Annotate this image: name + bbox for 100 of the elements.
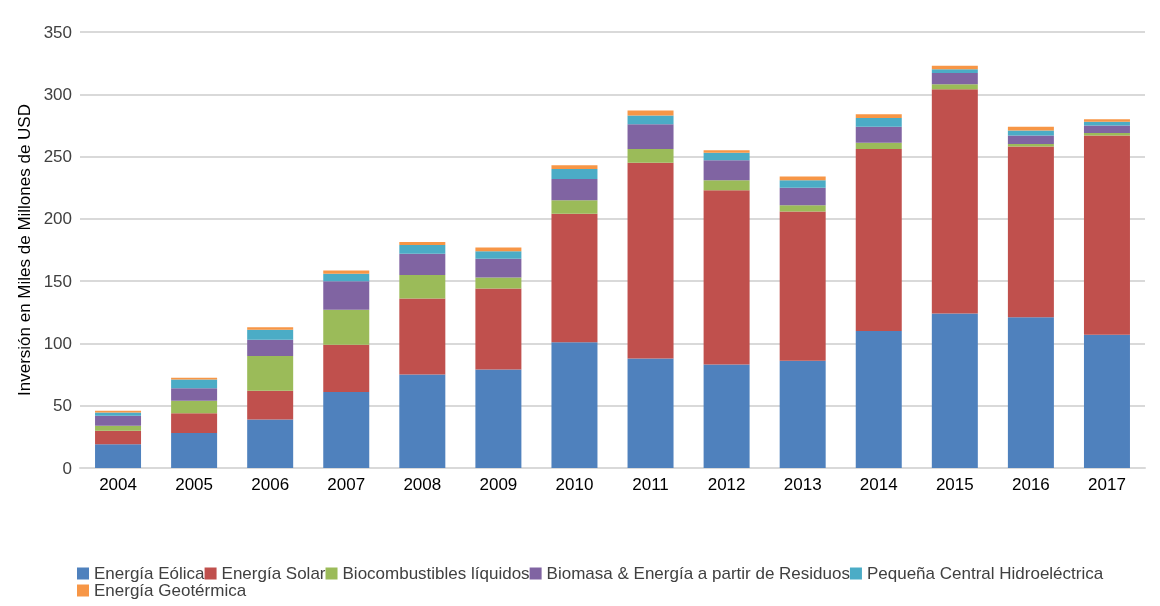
- x-tick-label: 2009: [479, 475, 518, 494]
- y-tick-label: 200: [43, 209, 72, 229]
- bar: [627, 149, 674, 163]
- bar: [1007, 144, 1054, 147]
- bar: [475, 369, 522, 468]
- y-tick-label: 0: [62, 458, 72, 478]
- bar: [703, 190, 750, 365]
- bar: [931, 313, 978, 468]
- bar: [399, 298, 446, 375]
- bar: [323, 281, 370, 310]
- x-tick-label: 2016: [1011, 475, 1050, 494]
- bar: [399, 241, 446, 246]
- bar: [171, 379, 218, 389]
- bar: [247, 339, 294, 356]
- bar: [855, 114, 902, 118]
- legend-label: Pequeña Central Hidroeléctrica: [866, 564, 1104, 583]
- legend-label: Energía Geotérmica: [94, 581, 247, 600]
- x-tick-label: 2008: [403, 475, 442, 494]
- x-tick-label: 2015: [935, 475, 974, 494]
- bar: [627, 162, 674, 359]
- x-tick-label: 2014: [859, 475, 898, 494]
- bar: [399, 274, 446, 299]
- bar: [855, 126, 902, 143]
- bar: [323, 344, 370, 393]
- x-tick-label: 2012: [707, 475, 746, 494]
- bar: [551, 178, 598, 201]
- legend-label: Energía Eólica: [94, 564, 206, 583]
- bar: [1083, 135, 1130, 335]
- bar: [1007, 135, 1054, 145]
- bar: [399, 245, 446, 254]
- bar: [551, 169, 598, 179]
- bar: [323, 270, 370, 274]
- bar: [1083, 119, 1130, 122]
- legend-label: Biomasa & Energía a partir de Residuos: [546, 564, 850, 583]
- bar: [551, 342, 598, 468]
- x-tick-label: 2011: [632, 475, 669, 494]
- x-tick-label: 2004: [99, 475, 137, 494]
- bar: [171, 433, 218, 468]
- y-tick-label: 50: [53, 396, 72, 416]
- bar: [247, 390, 294, 420]
- y-tick-label: 300: [43, 84, 72, 104]
- bar: [627, 110, 674, 116]
- bar: [931, 89, 978, 314]
- x-tick-label: 2013: [783, 475, 822, 494]
- bar: [627, 115, 674, 125]
- bar: [323, 309, 370, 345]
- bar: [399, 253, 446, 275]
- bar: [855, 149, 902, 331]
- bar: [95, 444, 142, 468]
- bar: [1083, 334, 1130, 468]
- x-tick-label: 2017: [1088, 475, 1126, 494]
- bar: [703, 152, 750, 161]
- y-tick-label: 100: [43, 333, 72, 353]
- bar: [931, 69, 978, 74]
- legend-label: Biocombustibles líquidos: [342, 564, 530, 583]
- bar: [931, 73, 978, 85]
- bar: [779, 187, 826, 206]
- y-tick-label: 350: [43, 22, 72, 42]
- bar: [95, 415, 142, 426]
- x-tick-label: 2005: [175, 475, 214, 494]
- bar: [779, 360, 826, 468]
- bar: [855, 142, 902, 150]
- bar: [323, 273, 370, 282]
- bar: [931, 84, 978, 90]
- bar: [551, 165, 598, 170]
- y-axis-title: Inversión en Miles de Millones de USD: [14, 104, 34, 396]
- bar: [551, 200, 598, 214]
- bar: [247, 329, 294, 340]
- legend-label: Energía Solar: [221, 564, 326, 583]
- bar: [171, 413, 218, 434]
- bar: [703, 150, 750, 153]
- bar: [627, 124, 674, 150]
- bar: [1007, 146, 1054, 318]
- bar: [779, 211, 826, 361]
- bar: [95, 425, 142, 431]
- bar: [1083, 125, 1130, 133]
- bar: [779, 180, 826, 188]
- bar: [95, 430, 142, 445]
- x-tick-label: 2006: [251, 475, 290, 494]
- bar: [475, 288, 522, 370]
- bar: [247, 419, 294, 468]
- bar: [475, 258, 522, 278]
- bar: [475, 251, 522, 259]
- bar: [627, 358, 674, 468]
- bar: [247, 355, 294, 391]
- bar: [171, 400, 218, 414]
- bar: [1007, 317, 1054, 468]
- bar: [551, 213, 598, 343]
- x-tick-label: 2007: [327, 475, 366, 494]
- y-tick-label: 150: [43, 271, 72, 291]
- x-tick-label: 2010: [555, 475, 594, 494]
- bar: [855, 330, 902, 468]
- bar: [779, 205, 826, 212]
- y-tick-label: 250: [43, 147, 72, 167]
- bar: [399, 374, 446, 468]
- bar: [1007, 130, 1054, 136]
- bar: [171, 388, 218, 401]
- bar: [247, 327, 294, 330]
- bar: [475, 277, 522, 289]
- bar: [703, 180, 750, 191]
